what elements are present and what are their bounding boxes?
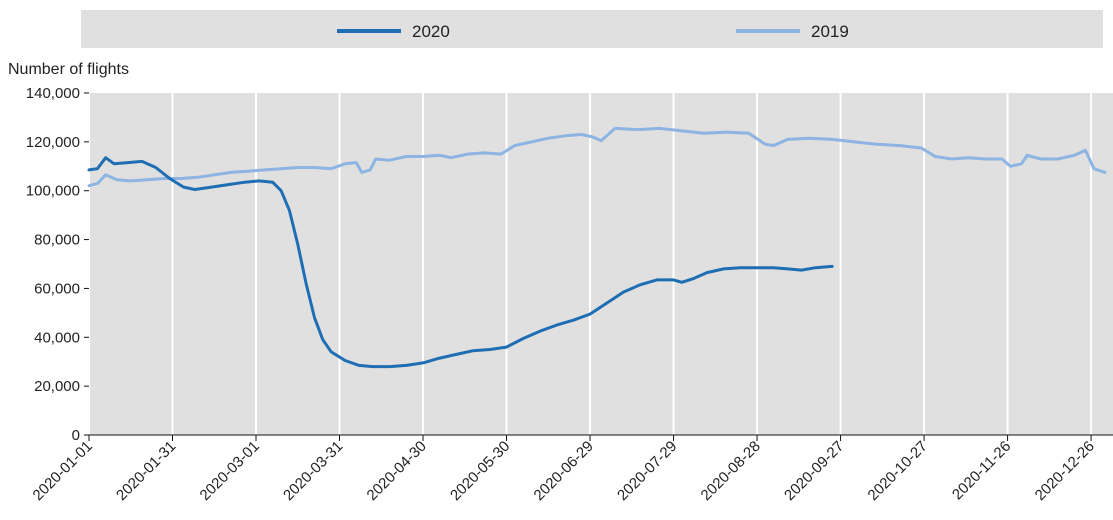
x-tick-label: 2020-01-01	[30, 438, 96, 504]
y-tick-label: 140,000	[26, 85, 80, 102]
series-line-2019	[87, 126, 1107, 188]
x-tick-label: 2020-03-01	[197, 438, 263, 504]
x-tick-label: 2020-04-30	[364, 438, 430, 504]
plot-area	[89, 93, 1113, 435]
x-tick-label: 2020-07-29	[614, 438, 680, 504]
grid-lines	[88, 93, 1093, 435]
legend-label-2020: 2020	[412, 22, 450, 41]
y-tick-label: 100,000	[26, 183, 80, 200]
x-tick-label: 2020-03-31	[280, 438, 346, 504]
legend-background	[81, 10, 1103, 48]
x-tick-label: 2020-05-30	[447, 438, 513, 504]
y-axis-label: Number of flights	[8, 61, 129, 78]
y-tick-label: 40,000	[34, 329, 80, 346]
y-tick-label: 60,000	[34, 280, 80, 297]
x-tick-label: 2020-06-29	[531, 438, 597, 504]
series-group	[87, 126, 1107, 369]
x-axis: 2020-01-01 2020-01-31 2020-03-01 2020-03-31…	[30, 435, 1098, 504]
x-tick-label: 2020-10-27	[865, 438, 931, 504]
x-tick-label: 2020-12-26	[1032, 438, 1098, 504]
y-axis: 0 20,000 40,000 60,000 80,000 100,000 120,000 1…	[26, 85, 89, 444]
y-tick-label: 20,000	[34, 378, 80, 395]
y-tick-label: 80,000	[34, 232, 80, 249]
x-tick-label: 2020-09-27	[781, 438, 847, 504]
series-line-2020	[87, 156, 834, 369]
x-tick-label: 2020-11-26	[949, 438, 1014, 503]
legend-label-2019: 2019	[811, 22, 849, 41]
x-tick-label: 2020-08-28	[698, 438, 764, 504]
y-tick-label: 0	[72, 427, 80, 444]
y-tick-label: 120,000	[26, 134, 80, 151]
x-tick-label: 2020-01-31	[113, 438, 179, 504]
